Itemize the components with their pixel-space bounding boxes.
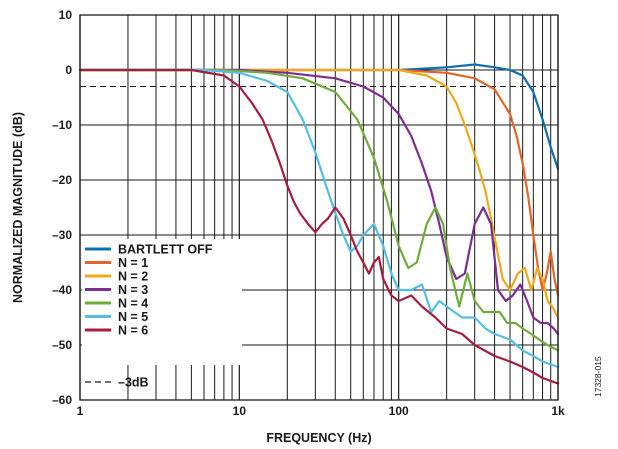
y-tick-label: 0 <box>65 63 72 77</box>
y-tick-label: –60 <box>52 393 72 407</box>
x-axis-title: FREQUENCY (Hz) <box>266 431 371 445</box>
legend-label: N = 2 <box>118 270 148 284</box>
legend-label: N = 3 <box>118 283 148 297</box>
x-tick-label: 100 <box>389 404 409 418</box>
series-line-2 <box>78 68 560 297</box>
y-tick-label: –10 <box>52 118 72 132</box>
x-tick-label: 10 <box>233 404 247 418</box>
legend-label: BARTLETT OFF <box>118 243 213 257</box>
y-tick-labels: 10 0 –10 –20 –30 –40 –50 –60 <box>52 8 72 407</box>
series-line-7 <box>78 68 560 385</box>
figure-id: 17328-015 <box>593 356 603 397</box>
plot-frame <box>79 14 559 401</box>
legend-label: N = 4 <box>118 297 148 311</box>
legend-label: –3dB <box>118 376 149 390</box>
series-line-4 <box>78 68 560 336</box>
y-tick-label: –40 <box>52 283 72 297</box>
legend-label: N = 6 <box>118 324 148 338</box>
y-tick-label: 10 <box>59 8 73 22</box>
legend-label: N = 5 <box>118 310 148 324</box>
legend-label: N = 1 <box>118 256 148 270</box>
series-group <box>78 63 560 385</box>
x-tick-label: 1 <box>77 404 84 418</box>
y-tick-label: –50 <box>52 338 72 352</box>
series-line-6 <box>78 68 560 369</box>
y-axis-title: NORMALIZED MAGNITUDE (dB) <box>11 112 25 303</box>
y-tick-label: –30 <box>52 228 72 242</box>
x-tick-labels: 1 10 100 1k <box>77 404 565 418</box>
x-tick-label: 1k <box>551 404 565 418</box>
series-line-3 <box>78 68 560 319</box>
series-line-1 <box>78 63 560 171</box>
series-line-5 <box>78 68 560 352</box>
y-tick-label: –20 <box>52 173 72 187</box>
